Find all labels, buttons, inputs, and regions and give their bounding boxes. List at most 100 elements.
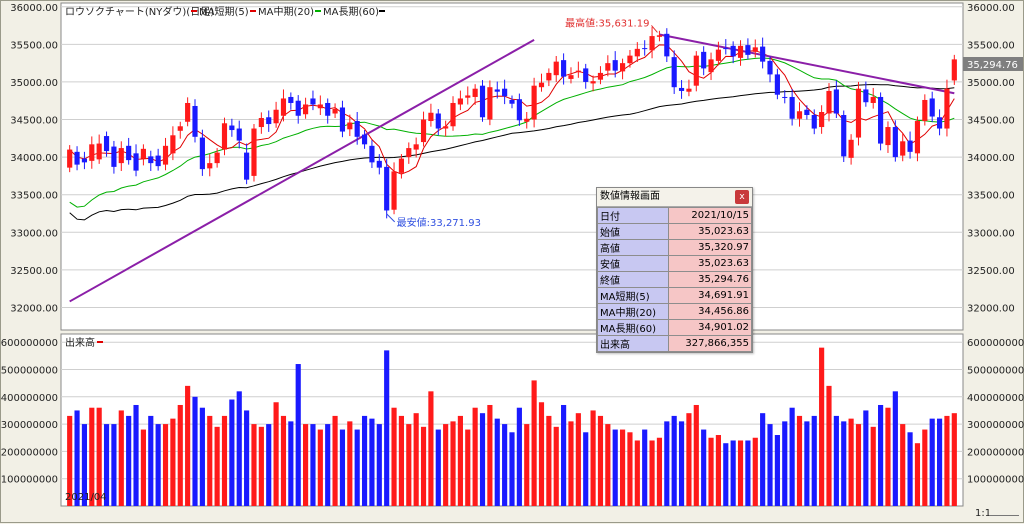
info-panel[interactable]: 数値情報画面 x 日付 2021/10/15 始値 35,023.63 高値 35,320… [596,187,753,353]
chart-legend: ロウソクチャート(NYダウ)(日足) MA短期(5) MA中期(20) MA長期… [65,5,385,503]
candle-body [900,141,906,156]
chart-title: ロウソクチャート(NYダウ)(日足) [65,5,214,18]
volume-bar [855,424,862,506]
volume-bar [273,402,279,506]
candle-body [922,99,928,122]
volume-bar [678,421,685,506]
volume-tick-right: 500000000 [967,365,1024,376]
ma60-swatch [315,10,321,12]
candle-body [826,90,832,114]
candle-body [303,104,309,115]
candle-body [162,145,169,165]
candle-body [561,60,567,77]
candle-body [347,122,353,130]
info-panel-title-text: 数値情報画面 [600,191,660,202]
candle-body [929,98,935,117]
candle-body [207,163,213,169]
candle-body [273,109,279,124]
volume-bar [516,407,522,506]
zoom-slider[interactable] [989,515,1019,516]
info-panel-title[interactable]: 数値情報画面 x [597,188,752,207]
candle-body [221,123,228,150]
candle-body [317,104,323,109]
volume-bar [347,421,353,506]
volume-bar [457,415,463,506]
candle-body [339,107,346,132]
volume-bar [951,413,957,506]
candle-body [936,117,943,129]
candle-body [111,146,117,167]
info-row: MA中期(20) 34,456.86 [597,303,752,320]
candle-body [155,155,161,167]
volume-tick-left: 600000000 [1,338,58,349]
candle-body [907,140,913,152]
volume-bar [126,415,132,506]
candle-body [398,158,405,173]
volume-tick-left: 200000000 [1,447,58,458]
price-tick-right: 34500.00 [967,116,1015,127]
price-tick-left: 33000.00 [10,228,58,239]
candle-body [634,48,640,57]
candle-body [391,171,397,210]
candle-body [649,36,655,51]
candle-body [745,45,751,55]
candle-body [575,70,581,73]
volume-bar [664,421,670,506]
candle-body [81,158,88,163]
info-value: 35,320.97 [668,239,752,256]
volume-bar [546,415,552,506]
info-key: 安値 [597,255,669,272]
candle-body [310,98,316,105]
info-row: MA長期(60) 34,901.02 [597,319,752,336]
legend-ma5: MA短期(5) [199,5,249,18]
last-price-tag: 35,294.76 [963,57,1023,71]
info-row: 日付 2021/10/15 [597,207,752,224]
volume-bar [819,347,825,506]
price-tick-left: 34000.00 [10,153,58,164]
candle-body [457,98,463,105]
candle-body [258,118,264,128]
volume-bar [671,415,677,506]
candle-body [833,89,839,114]
candle-body [185,102,191,122]
volume-bar [686,413,692,506]
volume-bar [936,418,943,506]
volume-bar [509,432,515,506]
legend-ma60: MA長期(60) [323,6,379,18]
volume-bar [465,429,471,506]
candle-body [583,68,589,82]
annotations: 最高値:35,631.19 最安値:33,271.93 [386,16,658,229]
volume-tick-right: 400000000 [967,393,1024,404]
candle-body [819,112,825,128]
volume-bars [67,347,957,506]
volume-bar [221,415,228,506]
volume-bar [251,424,257,506]
candle-body [767,60,773,75]
volume-bar [870,426,876,506]
candle-body [848,139,854,158]
volume-bar [67,415,73,506]
info-key: 終値 [597,271,669,288]
candle-body [590,81,596,84]
candle-body [752,47,758,52]
volume-tick-right: 300000000 [967,420,1024,431]
close-button[interactable]: x [735,190,749,204]
info-key: 日付 [597,207,669,224]
price-tick-left: 35500.00 [10,40,58,51]
candle-body [878,96,884,144]
candle-body [944,88,950,129]
candle-body [118,148,124,164]
candle-body [332,108,338,114]
date-label: 2021/04 [65,492,107,503]
candle-body [133,153,139,171]
volume-bar [207,415,213,506]
candle-body [760,46,766,62]
volume-bar [96,407,102,506]
candle-body [509,99,515,104]
volume-bar [575,413,581,506]
info-key: 出来高 [597,335,669,352]
volume-bar [406,424,412,506]
info-row: MA短期(5) 34,691.91 [597,287,752,304]
status-bar: 1:1 [961,506,1023,522]
